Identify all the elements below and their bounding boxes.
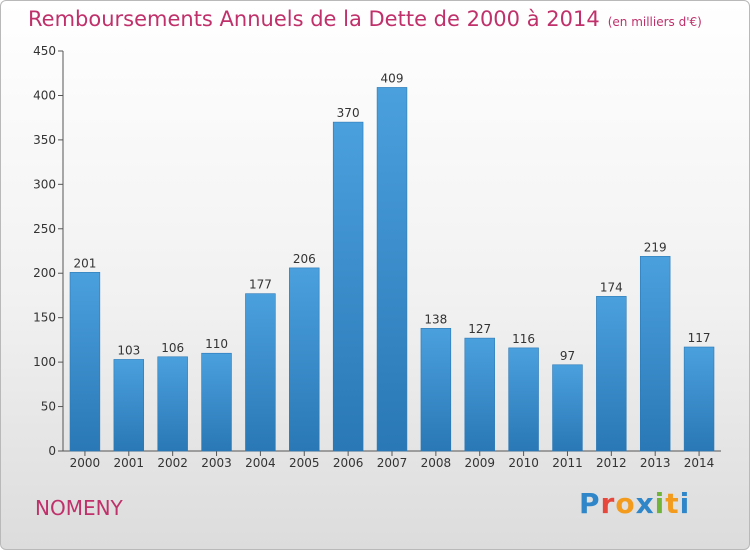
x-tick-label: 2005 — [289, 456, 320, 470]
y-tick-label: 450 — [33, 44, 56, 58]
logo-letter: i — [654, 487, 666, 520]
commune-name: NOMENY — [35, 496, 123, 520]
x-tick-label: 2006 — [333, 456, 364, 470]
logo-letter: x — [635, 487, 655, 520]
data-label: 174 — [600, 280, 623, 294]
y-tick-label: 200 — [33, 266, 56, 280]
logo-letter: o — [615, 487, 636, 520]
data-label: 206 — [293, 252, 316, 266]
chart-subtitle: (en milliers d'€) — [607, 15, 702, 29]
data-label: 127 — [468, 322, 491, 336]
y-tick-label: 350 — [33, 133, 56, 147]
bar — [420, 328, 452, 452]
data-label: 97 — [560, 349, 575, 363]
chart-labels: 2000 201 2001 103 2002 106 2003 110 2004 177 2005 2… — [70, 71, 715, 470]
logo-letter: i — [679, 487, 691, 520]
x-tick-label: 2014 — [684, 456, 715, 470]
x-tick-label: 2013 — [640, 456, 671, 470]
y-tick-label: 0 — [48, 444, 56, 458]
y-tick-label: 100 — [33, 355, 56, 369]
data-label: 219 — [644, 240, 667, 254]
x-tick-label: 2001 — [114, 456, 145, 470]
y-tick-label: 250 — [33, 222, 56, 236]
bar — [332, 121, 364, 452]
bar — [289, 267, 320, 452]
x-tick-label: 2010 — [508, 456, 539, 470]
logo-letter: t — [665, 487, 680, 520]
bar — [683, 346, 715, 452]
data-label: 106 — [161, 341, 184, 355]
bar — [69, 272, 101, 452]
bar — [376, 87, 408, 452]
x-tick-label: 2008 — [421, 456, 452, 470]
x-tick-label: 2011 — [552, 456, 583, 470]
bar — [157, 356, 188, 452]
data-label: 138 — [424, 312, 447, 326]
x-tick-label: 2004 — [245, 456, 276, 470]
data-label: 117 — [688, 331, 711, 345]
logo-letter: r — [600, 487, 616, 520]
x-tick-label: 2007 — [377, 456, 408, 470]
bar — [201, 352, 232, 452]
bar — [596, 296, 627, 452]
proxiti-logo: Proxiti — [579, 487, 690, 520]
bar — [552, 364, 583, 452]
data-label: 370 — [337, 106, 360, 120]
x-tick-label: 2002 — [157, 456, 188, 470]
bar — [508, 347, 539, 452]
x-tick-label: 2003 — [201, 456, 232, 470]
x-tick-label: 2012 — [596, 456, 627, 470]
data-label: 103 — [117, 343, 140, 357]
y-tick-label: 400 — [33, 88, 56, 102]
data-label: 116 — [512, 332, 535, 346]
chart-axes: 0 50 100 150 200 250 300 350 400 450 — [33, 44, 721, 458]
logo-letter: P — [579, 487, 601, 520]
bar — [113, 359, 145, 452]
y-tick-label: 300 — [33, 177, 56, 191]
data-label: 201 — [73, 256, 96, 270]
y-tick-label: 150 — [33, 311, 56, 325]
bar — [245, 293, 276, 452]
x-tick-label: 2000 — [70, 456, 101, 470]
y-tick-label: 50 — [41, 400, 56, 414]
chart-title: Remboursements Annuels de la Dette de 20… — [28, 7, 702, 31]
bar — [464, 337, 495, 452]
data-label: 177 — [249, 278, 272, 292]
bar — [639, 256, 671, 452]
data-label: 110 — [205, 337, 228, 351]
chart-title-text: Remboursements Annuels de la Dette de 20… — [28, 7, 600, 31]
data-label: 409 — [381, 71, 404, 85]
chart-bars — [69, 87, 715, 452]
x-tick-label: 2009 — [464, 456, 495, 470]
